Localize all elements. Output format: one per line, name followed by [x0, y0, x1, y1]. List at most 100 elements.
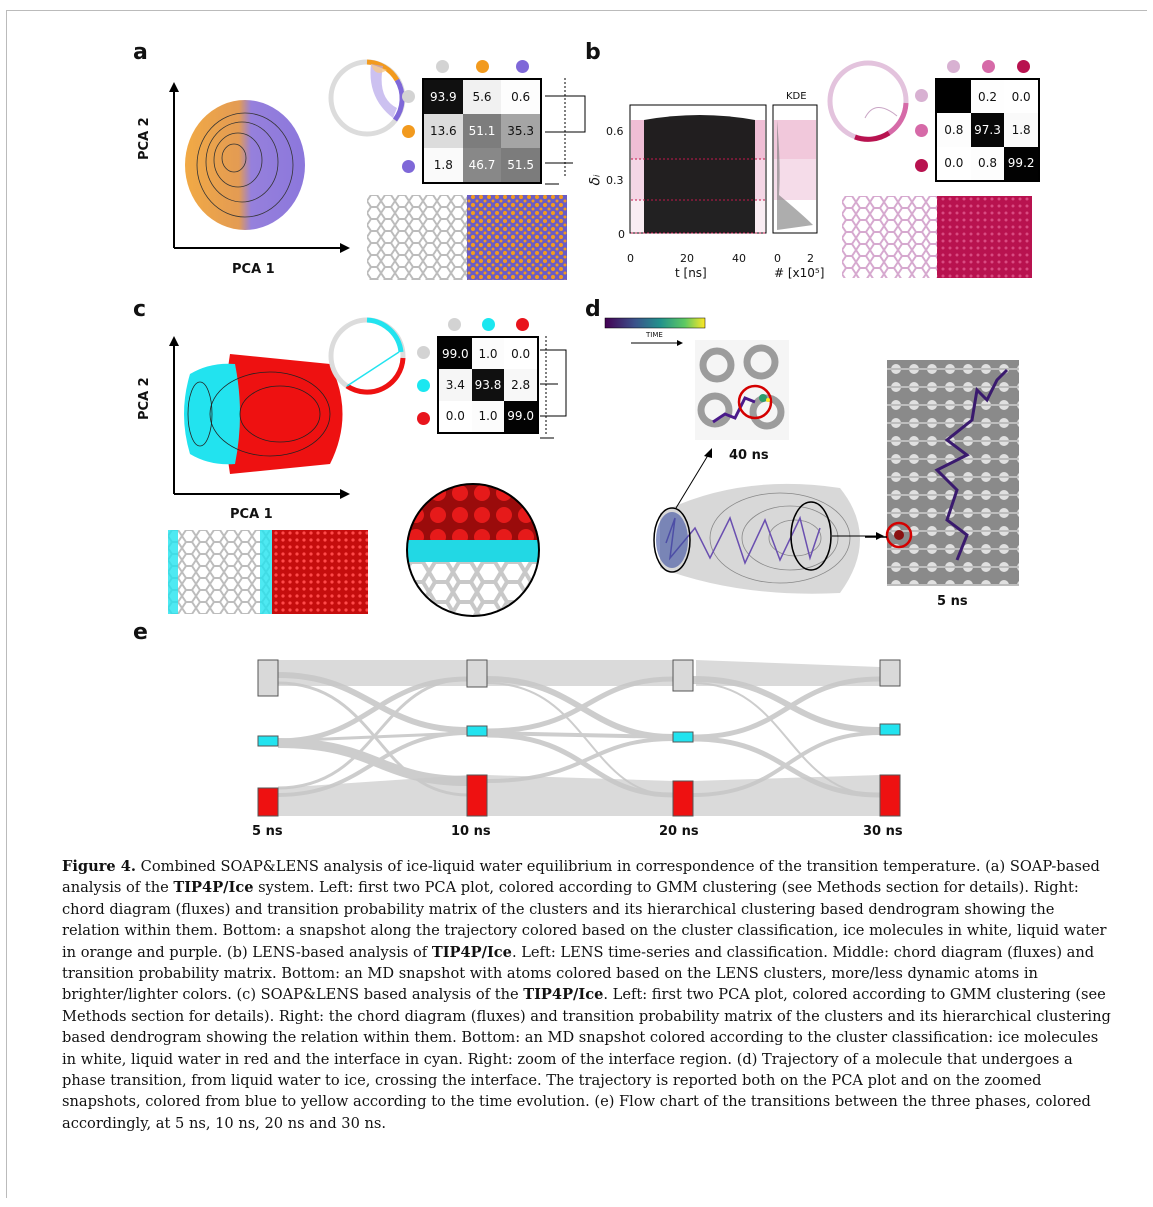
panel-a-letter: a: [133, 40, 148, 65]
matrix-col-dot: [981, 60, 995, 73]
matrix-cell: 0.0: [937, 146, 971, 180]
caption-bold-3: TIP4P/Ice: [523, 986, 604, 1004]
matrix-row-dot: [915, 158, 928, 172]
panel-d-letter: d: [585, 297, 601, 322]
matrix-cell: 99.0: [439, 338, 472, 370]
panel-c-letter: c: [133, 297, 147, 322]
caption-figure-label: Figure 4.: [62, 858, 137, 875]
panel-b-transition-matrix: 0.2 0.0 0.8 97.3 1.8 0.0 0.8 99.2: [935, 78, 1040, 182]
figure-caption: Figure 4. Combined SOAP&LENS analysis of…: [62, 856, 1112, 1134]
matrix-cell: 0.8: [937, 113, 971, 147]
matrix-cell: 99.0: [504, 400, 537, 432]
panel-c-ylabel: PCA 2: [137, 377, 152, 420]
matrix-cell: 93.9: [424, 80, 463, 114]
panel-b-kde-xlabel: # [x10⁵]: [774, 266, 825, 280]
panel-b-xlabel: t [ns]: [675, 266, 707, 280]
panel-a-transition-matrix: 93.9 5.6 0.6 13.6 51.1 35.3 1.8 46.7 51.5: [422, 78, 542, 184]
matrix-row-dot: [402, 125, 415, 138]
matrix-cell: 0.0: [439, 400, 472, 432]
panel-c-interface-zoom: [406, 483, 540, 617]
matrix-cell: 1.8: [424, 148, 463, 182]
matrix-cell: 1.0: [471, 400, 505, 432]
matrix-cell: 99.2: [1004, 146, 1038, 180]
matrix-cell: 0.0: [504, 338, 537, 370]
matrix-cell: [937, 80, 971, 114]
panel-b-kde-plot: [772, 104, 818, 234]
matrix-col-dot: [946, 60, 960, 73]
panel-d-snapshot-top: [695, 340, 789, 440]
matrix-row-dot: [417, 411, 430, 425]
panel-a-pca-plot: [169, 82, 350, 253]
panel-b-ytick-1: 0.3: [606, 174, 624, 187]
matrix-cell: 2.8: [504, 369, 537, 401]
panel-c-transition-matrix: 99.0 1.0 0.0 3.4 93.8 2.8 0.0 1.0 99.0: [437, 336, 539, 434]
matrix-col-dot: [448, 318, 461, 331]
panel-b-xtick-0: 0: [627, 252, 634, 265]
matrix-col-dot: [436, 60, 449, 73]
panel-c-pca-plot: [169, 336, 350, 499]
matrix-cell: 5.6: [462, 80, 502, 114]
panel-b-lens-timeseries: [629, 104, 767, 234]
matrix-cell: 0.2: [970, 80, 1005, 114]
panel-b-ylabel: δᵢ: [587, 174, 604, 186]
panel-e-time-2: 20 ns: [659, 824, 699, 839]
panel-d-snapshot-right: [885, 360, 1019, 586]
frame-top-border: [6, 10, 1147, 11]
panel-b-kde-title: KDE: [786, 91, 807, 102]
panel-e-time-1: 10 ns: [451, 824, 491, 839]
panel-c-chord-diagram: [328, 317, 406, 395]
matrix-cell: 51.1: [462, 114, 502, 148]
matrix-cell: 1.0: [471, 338, 505, 370]
matrix-cell: 46.7: [462, 148, 502, 182]
panel-b-chord-diagram: [827, 60, 909, 142]
panel-c-md-snapshot: [168, 530, 368, 614]
matrix-col-dot: [1016, 60, 1030, 73]
caption-text-4: . Left: first two PCA plot, colored acco…: [62, 986, 1111, 1132]
panel-d-snapshot-top-label: 40 ns: [729, 448, 769, 463]
matrix-cell: 0.8: [970, 146, 1005, 180]
panel-d-pca-trajectory: [653, 448, 884, 594]
panel-e-flow-chart: [257, 659, 901, 817]
panel-d-snapshot-right-label: 5 ns: [937, 594, 968, 609]
matrix-col-dot: [516, 60, 529, 73]
caption-bold-2: TIP4P/Ice: [431, 943, 512, 961]
matrix-row-dot: [402, 89, 415, 103]
caption-text-2: system. Left: first two PCA plot, colore…: [62, 879, 1107, 961]
caption-text-1: Combined SOAP&LENS analysis of ice-liqui…: [62, 858, 1100, 897]
panel-e-time-0: 5 ns: [252, 824, 283, 839]
panel-b-kde-xtick-1: 2: [807, 252, 814, 265]
matrix-cell: 0.6: [501, 80, 540, 114]
caption-bold-1: TIP4P/Ice: [173, 879, 254, 897]
panel-b-ytick-0: 0.6: [606, 125, 624, 138]
panel-c-dendrogram: [540, 336, 567, 439]
caption-text-3: . Left: LENS time-series and classificat…: [62, 943, 1095, 1004]
matrix-cell: 13.6: [424, 114, 463, 148]
matrix-col-dot: [476, 60, 489, 73]
panel-d-time-colorbar: [604, 317, 706, 346]
matrix-cell: 97.3: [970, 113, 1005, 147]
panel-e-letter: e: [133, 620, 148, 645]
matrix-row-dot: [915, 124, 928, 137]
matrix-cell: 35.3: [501, 114, 540, 148]
matrix-cell: 51.5: [501, 148, 540, 182]
panel-e-time-3: 30 ns: [863, 824, 903, 839]
matrix-col-dot: [516, 318, 529, 331]
panel-c-xlabel: PCA 1: [230, 507, 273, 522]
matrix-cell: 3.4: [439, 369, 472, 401]
panel-a-dendrogram: [545, 78, 586, 185]
matrix-cell: 93.8: [471, 369, 505, 401]
panel-d-connector-arrow: [865, 536, 887, 538]
panel-b-md-snapshot: [842, 196, 1032, 278]
matrix-row-dot: [417, 379, 430, 392]
matrix-row-dot: [402, 160, 415, 174]
panel-b-xtick-2: 40: [732, 252, 746, 265]
matrix-cell: 0.0: [1004, 80, 1038, 114]
matrix-cell: 1.8: [1004, 113, 1038, 147]
panel-a-ylabel: PCA 2: [137, 117, 152, 160]
panel-d-colorbar-label: TIME: [646, 331, 663, 339]
panel-b-kde-xtick-0: 0: [774, 252, 781, 265]
panel-b-letter: b: [585, 40, 601, 65]
panel-a-xlabel: PCA 1: [232, 262, 275, 277]
matrix-row-dot: [915, 89, 928, 103]
panel-b-ytick-2: 0: [618, 228, 625, 241]
